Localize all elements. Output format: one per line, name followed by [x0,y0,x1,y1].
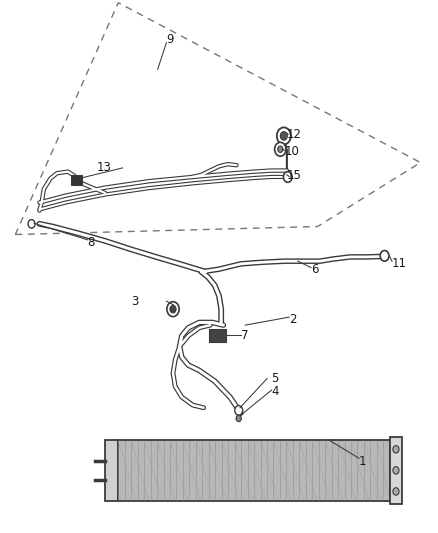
Bar [118,440,390,501]
Circle shape [393,467,399,474]
Text: 12: 12 [287,128,302,141]
Circle shape [380,251,389,261]
Text: 9: 9 [166,34,174,46]
Circle shape [393,488,399,495]
Text: 6: 6 [311,263,318,276]
Circle shape [280,132,287,140]
Text: 3: 3 [131,295,139,308]
Text: 2: 2 [289,313,297,326]
Text: 1: 1 [359,455,367,467]
Circle shape [170,305,176,313]
Polygon shape [105,440,118,501]
Circle shape [278,146,283,152]
Circle shape [236,415,241,422]
Bar [71,175,82,185]
Circle shape [277,127,291,144]
Text: 10: 10 [285,146,300,158]
Text: 15: 15 [287,169,302,182]
Circle shape [393,446,399,453]
Polygon shape [390,437,402,504]
Circle shape [283,172,292,182]
Text: 13: 13 [96,161,111,174]
Text: 7: 7 [241,329,248,342]
Circle shape [275,142,286,156]
Text: 4: 4 [272,385,279,398]
Bar [209,329,226,343]
Text: 8: 8 [88,236,95,249]
Circle shape [167,302,179,317]
Circle shape [28,220,35,228]
Text: 5: 5 [272,372,279,385]
Circle shape [235,406,243,415]
Text: 11: 11 [392,257,407,270]
